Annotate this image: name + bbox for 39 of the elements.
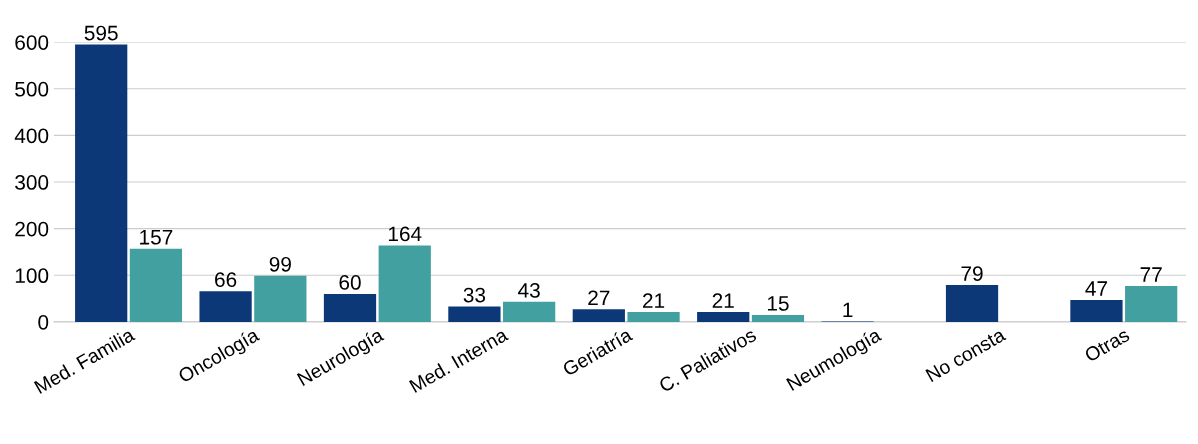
y-tick-label: 200 — [15, 221, 49, 237]
data-label: 1 — [843, 302, 853, 318]
bar — [697, 312, 750, 322]
y-tick-label: 300 — [15, 175, 49, 190]
data-label: 21 — [712, 293, 734, 308]
data-label: 47 — [1085, 281, 1107, 296]
bar — [254, 275, 307, 322]
data-label: 27 — [588, 290, 610, 305]
bar — [75, 44, 128, 322]
data-label: 99 — [269, 256, 291, 272]
y-tick-label: 0 — [38, 314, 49, 330]
data-label: 77 — [1140, 267, 1162, 282]
data-label: 15 — [767, 296, 789, 311]
data-label: 33 — [463, 287, 486, 303]
bar — [129, 248, 183, 322]
y-tick-label: 500 — [15, 81, 49, 97]
bar — [199, 291, 252, 322]
y-tick-label: 600 — [15, 35, 49, 50]
bar — [572, 309, 625, 322]
data-label: 60 — [339, 275, 361, 290]
data-label: 595 — [84, 25, 118, 41]
data-label: 43 — [518, 282, 540, 298]
y-tick-label: 100 — [15, 268, 49, 284]
data-label: 66 — [215, 272, 237, 288]
bar — [503, 301, 556, 322]
data-label: 164 — [388, 226, 422, 242]
data-label: 79 — [961, 266, 983, 281]
bar — [1125, 286, 1178, 322]
data-label: 157 — [140, 230, 173, 245]
bar — [323, 293, 377, 322]
bar — [627, 312, 680, 322]
bar — [1070, 299, 1123, 322]
data-label: 21 — [643, 293, 665, 308]
bar — [448, 306, 501, 322]
bar — [945, 285, 999, 322]
x-tick-label: Otras — [1083, 327, 1131, 363]
bar — [378, 245, 431, 322]
y-tick-label: 400 — [14, 128, 49, 144]
bar — [751, 314, 805, 322]
